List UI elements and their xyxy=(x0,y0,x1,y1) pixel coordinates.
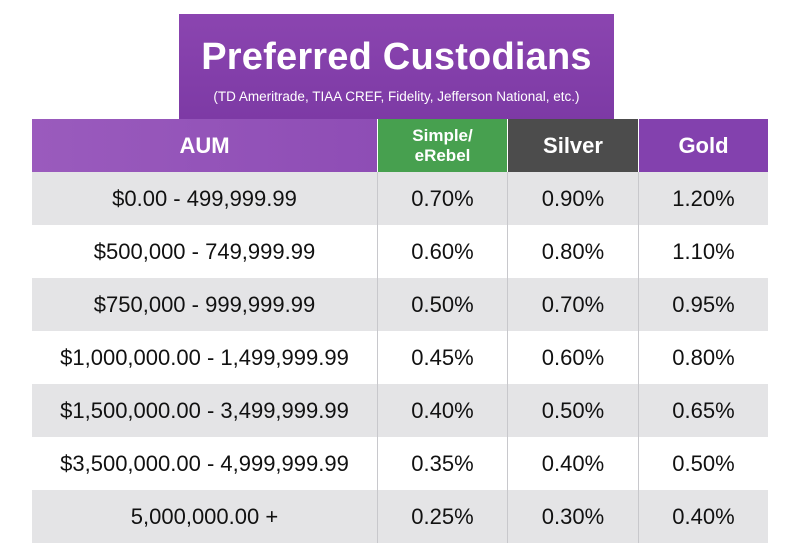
header-aum: AUM xyxy=(32,119,377,172)
title-banner: Preferred Custodians (TD Ameritrade, TIA… xyxy=(179,14,614,119)
aum-cell: $0.00 - 499,999.99 xyxy=(32,172,377,225)
aum-cell: $750,000 - 999,999.99 xyxy=(32,278,377,331)
header-simple-line1: Simple/ xyxy=(412,126,473,146)
table-header-row: AUM Simple/ eRebel Silver Gold xyxy=(32,119,768,172)
page-subtitle: (TD Ameritrade, TIAA CREF, Fidelity, Jef… xyxy=(213,89,580,104)
header-gold: Gold xyxy=(638,119,768,172)
simple-cell: 0.70% xyxy=(377,172,507,225)
aum-cell: $3,500,000.00 - 4,999,999.99 xyxy=(32,437,377,490)
table-row: 5,000,000.00 + 0.25% 0.30% 0.40% xyxy=(32,490,768,543)
table-row: $1,000,000.00 - 1,499,999.99 0.45% 0.60%… xyxy=(32,331,768,384)
silver-cell: 0.60% xyxy=(507,331,638,384)
aum-cell: $1,000,000.00 - 1,499,999.99 xyxy=(32,331,377,384)
header-simple-line2: eRebel xyxy=(414,145,471,165)
silver-cell: 0.40% xyxy=(507,437,638,490)
table-row: $0.00 - 499,999.99 0.70% 0.90% 1.20% xyxy=(32,172,768,225)
gold-cell: 0.40% xyxy=(638,490,768,543)
header-simple: Simple/ eRebel xyxy=(377,119,507,172)
aum-cell: 5,000,000.00 + xyxy=(32,490,377,543)
table-row: $500,000 - 749,999.99 0.60% 0.80% 1.10% xyxy=(32,225,768,278)
simple-cell: 0.40% xyxy=(377,384,507,437)
gold-cell: 1.20% xyxy=(638,172,768,225)
gold-cell: 0.50% xyxy=(638,437,768,490)
silver-cell: 0.90% xyxy=(507,172,638,225)
page-title: Preferred Custodians xyxy=(201,36,592,78)
aum-cell: $500,000 - 749,999.99 xyxy=(32,225,377,278)
gold-cell: 0.95% xyxy=(638,278,768,331)
header-silver: Silver xyxy=(507,119,638,172)
simple-cell: 0.60% xyxy=(377,225,507,278)
silver-cell: 0.30% xyxy=(507,490,638,543)
fee-table: AUM Simple/ eRebel Silver Gold $0.00 - 4… xyxy=(32,119,768,543)
gold-cell: 0.80% xyxy=(638,331,768,384)
silver-cell: 0.70% xyxy=(507,278,638,331)
simple-cell: 0.35% xyxy=(377,437,507,490)
silver-cell: 0.80% xyxy=(507,225,638,278)
simple-cell: 0.25% xyxy=(377,490,507,543)
silver-cell: 0.50% xyxy=(507,384,638,437)
table-row: $1,500,000.00 - 3,499,999.99 0.40% 0.50%… xyxy=(32,384,768,437)
gold-cell: 0.65% xyxy=(638,384,768,437)
aum-cell: $1,500,000.00 - 3,499,999.99 xyxy=(32,384,377,437)
simple-cell: 0.45% xyxy=(377,331,507,384)
simple-cell: 0.50% xyxy=(377,278,507,331)
table-row: $750,000 - 999,999.99 0.50% 0.70% 0.95% xyxy=(32,278,768,331)
gold-cell: 1.10% xyxy=(638,225,768,278)
table-row: $3,500,000.00 - 4,999,999.99 0.35% 0.40%… xyxy=(32,437,768,490)
